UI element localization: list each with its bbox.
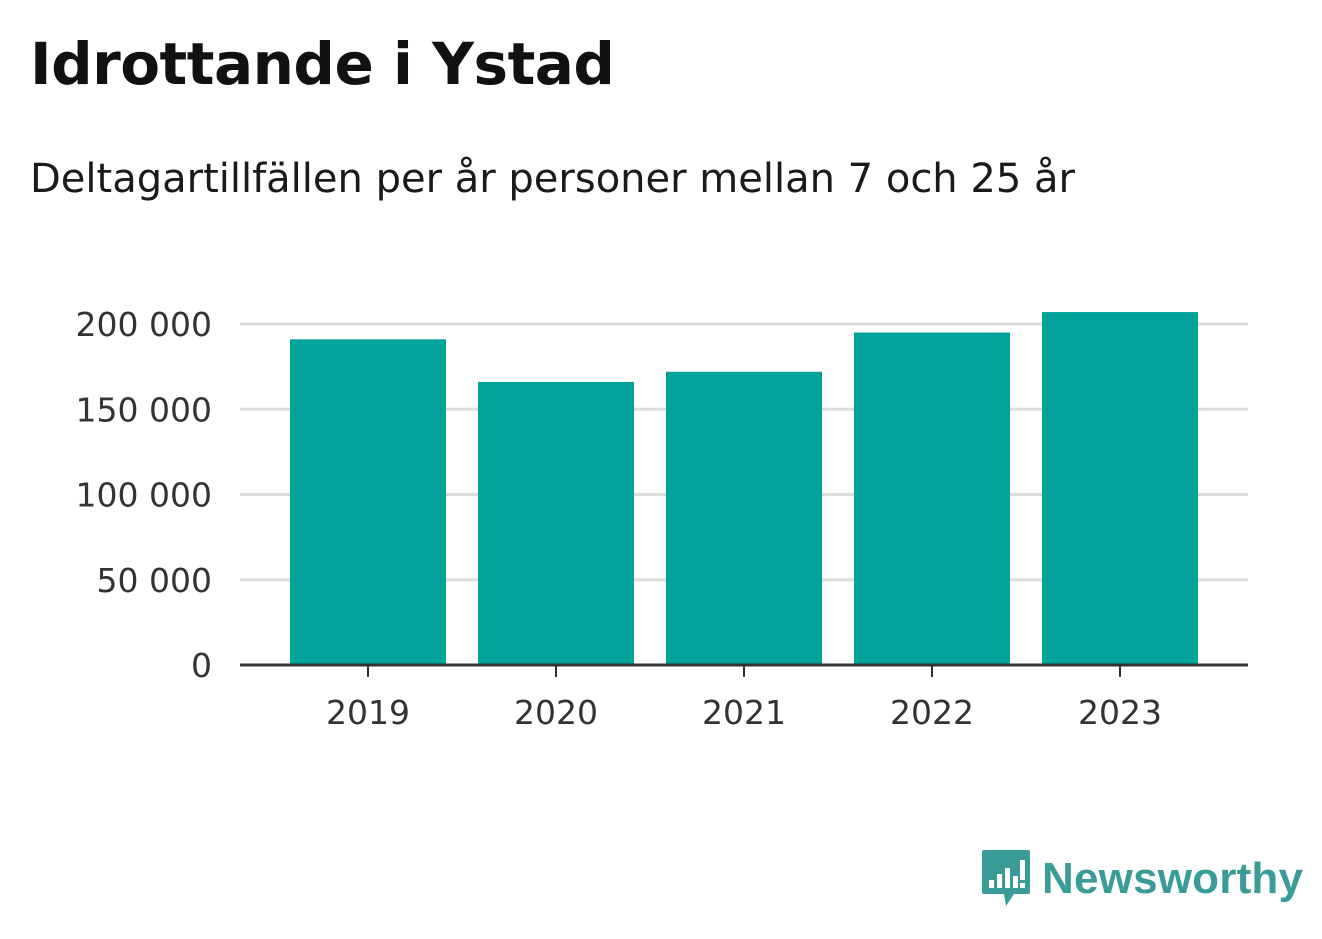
y-tick-label: 100 000 xyxy=(76,476,212,515)
y-axis-tick-labels: 0 50 000 100 000 150 000 200 000 xyxy=(76,305,212,685)
x-tick-label: 2020 xyxy=(514,693,598,732)
x-tick-label: 2021 xyxy=(702,693,786,732)
y-tick-label: 150 000 xyxy=(76,390,212,429)
chart-subtitle: Deltagartillfällen per år personer mella… xyxy=(30,156,1075,202)
x-axis-tick-labels: 2019 2020 2021 2022 2023 xyxy=(326,693,1162,732)
x-tick-label: 2023 xyxy=(1078,693,1162,732)
bars xyxy=(290,312,1198,665)
bar-2022 xyxy=(854,332,1010,665)
x-tick-label: 2019 xyxy=(326,693,410,732)
bar-2023 xyxy=(1042,312,1198,665)
x-tick-label: 2022 xyxy=(890,693,974,732)
bar-2021 xyxy=(666,371,822,665)
x-axis xyxy=(240,663,1248,677)
brand-name: Newsworthy xyxy=(1042,854,1304,903)
chart-title: Idrottande i Ystad xyxy=(30,30,615,98)
y-tick-label: 0 xyxy=(191,646,212,685)
bar-2020 xyxy=(478,381,634,665)
newsworthy-logo-icon xyxy=(982,850,1030,906)
y-tick-label: 50 000 xyxy=(97,561,212,600)
y-tick-label: 200 000 xyxy=(76,305,212,344)
brand-logo: Newsworthy xyxy=(980,848,1303,910)
bar-2019 xyxy=(290,339,446,665)
